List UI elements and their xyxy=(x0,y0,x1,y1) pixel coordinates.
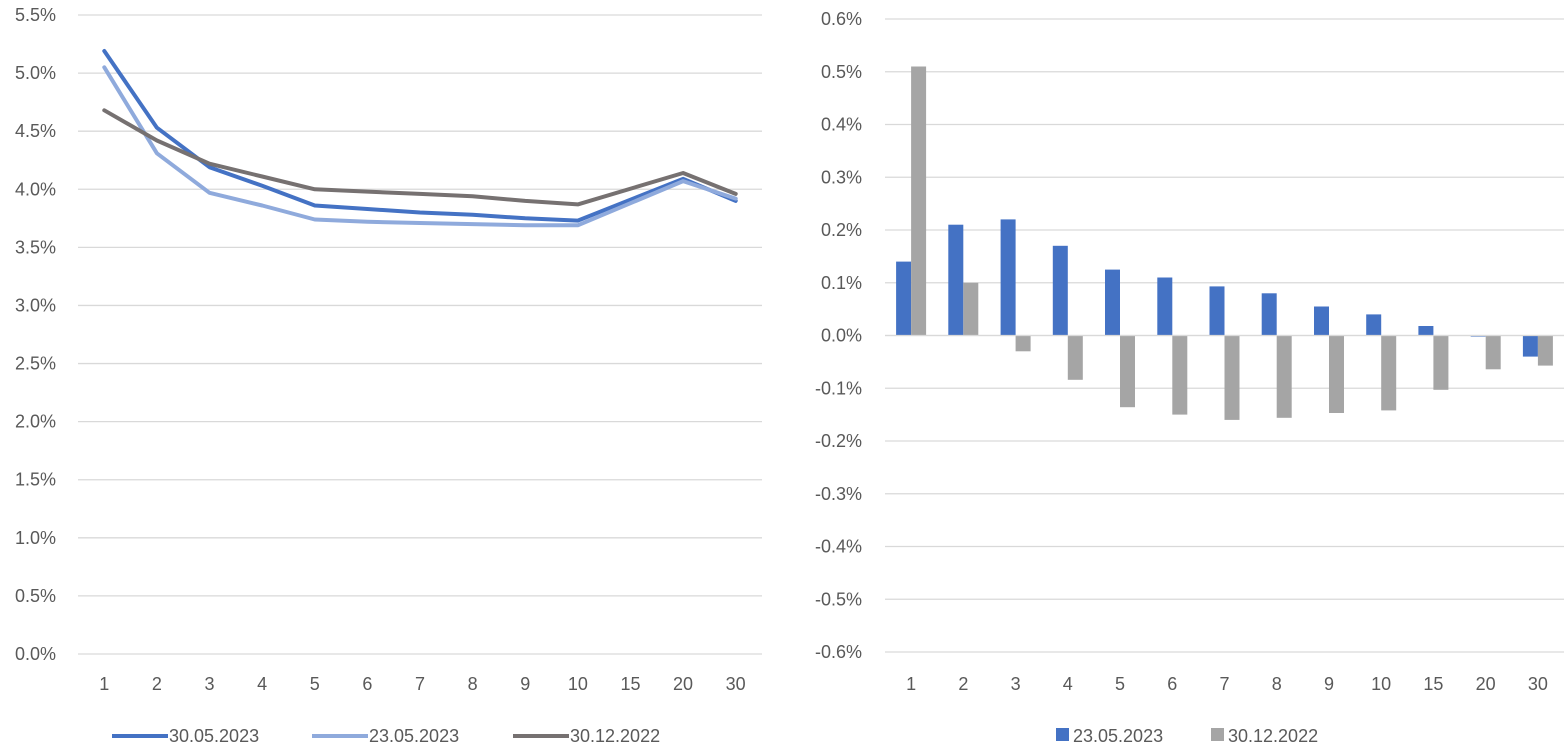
x-tick-label: 4 xyxy=(257,674,267,694)
bar-30.12.2022-2 xyxy=(963,282,979,336)
bar-30.12.2022-7 xyxy=(1224,335,1240,420)
y-tick-label: -0.6% xyxy=(815,642,862,662)
y-tick-label: -0.1% xyxy=(815,378,862,398)
bar-23.05.2023-9 xyxy=(1314,306,1329,336)
yield-curve-line-chart: 0.0% 0.5% 1.0% 1.5% 2.0% 2.5% 3.0% 3.5% 4.0% 4.5%… xyxy=(15,5,762,746)
bar-30.12.2022-5 xyxy=(1120,335,1135,408)
y-tick-label: 0.5% xyxy=(821,62,862,82)
x-tick-label: 5 xyxy=(1115,674,1125,694)
legend-swatch xyxy=(1056,728,1069,741)
x-tick-label: 6 xyxy=(362,674,372,694)
x-tick-label: 15 xyxy=(620,674,640,694)
x-tick-label: 2 xyxy=(152,674,162,694)
y-tick-label: 0.2% xyxy=(821,220,862,240)
x-tick-label: 1 xyxy=(99,674,109,694)
bar-23.05.2023-15 xyxy=(1418,326,1434,336)
series-line-23.05.2023 xyxy=(102,65,738,228)
bar-30.12.2022-9 xyxy=(1329,335,1344,413)
x-tick-label: 15 xyxy=(1423,674,1443,694)
bar-23.05.2023-7 xyxy=(1209,286,1225,336)
series-line-30.12.2022 xyxy=(102,108,738,207)
x-tick-label: 10 xyxy=(1371,674,1391,694)
bar-30.12.2022-10 xyxy=(1381,335,1397,411)
bar-30.12.2022-20 xyxy=(1485,335,1501,370)
legend-label: 30.12.2022 xyxy=(1228,726,1318,746)
y-tick-label: 3.5% xyxy=(15,237,56,257)
legend-label: 30.12.2022 xyxy=(570,726,660,746)
x-tick-label: 8 xyxy=(468,674,478,694)
x-tick-label: 3 xyxy=(205,674,215,694)
bar-30.12.2022-4 xyxy=(1067,335,1083,380)
x-tick-label: 30 xyxy=(726,674,746,694)
y-tick-label: 0.1% xyxy=(821,273,862,293)
bar-23.05.2023-10 xyxy=(1366,314,1382,336)
x-tick-label: 9 xyxy=(520,674,530,694)
x-tick-label: 20 xyxy=(673,674,693,694)
x-tick-label: 2 xyxy=(958,674,968,694)
y-tick-label: 0.0% xyxy=(821,326,862,346)
bar-30.12.2022-15 xyxy=(1433,335,1449,390)
y-tick-label: 0.3% xyxy=(821,167,862,187)
y-tick-label: 5.5% xyxy=(15,5,56,25)
y-tick-label: 0.6% xyxy=(821,9,862,29)
x-tick-label: 8 xyxy=(1272,674,1282,694)
y-tick-label: 2.5% xyxy=(15,354,56,374)
x-tick-label: 5 xyxy=(310,674,320,694)
x-tick-label: 4 xyxy=(1063,674,1073,694)
yield-change-bar-chart: -0.6% -0.5% -0.4% -0.3% -0.2% -0.1% 0.0% 0.1% 0.… xyxy=(815,9,1564,746)
y-tick-label: -0.4% xyxy=(815,537,862,557)
bar-30.12.2022-30 xyxy=(1537,335,1553,366)
y-tick-label: 3.0% xyxy=(15,295,56,315)
y-tick-label: 2.0% xyxy=(15,412,56,432)
bar-23.05.2023-6 xyxy=(1157,277,1173,336)
y-tick-label: -0.3% xyxy=(815,484,862,504)
x-tick-label: 10 xyxy=(568,674,588,694)
y-tick-label: 4.0% xyxy=(15,179,56,199)
x-tick-label: 20 xyxy=(1476,674,1496,694)
legend-swatch xyxy=(1211,728,1224,741)
legend-label: 23.05.2023 xyxy=(369,726,459,746)
y-tick-label: -0.5% xyxy=(815,589,862,609)
y-tick-label: 5.0% xyxy=(15,63,56,83)
x-tick-label: 7 xyxy=(1219,674,1229,694)
bar-30.12.2022-8 xyxy=(1276,335,1292,418)
y-tick-label: 1.5% xyxy=(15,470,56,490)
x-tick-label: 6 xyxy=(1167,674,1177,694)
bar-23.05.2023-5 xyxy=(1105,269,1120,336)
bar-23.05.2023-8 xyxy=(1261,293,1277,336)
bar-30.12.2022-1 xyxy=(911,66,927,336)
bar-23.05.2023-2 xyxy=(948,224,964,336)
legend-label: 23.05.2023 xyxy=(1073,726,1163,746)
y-tick-label: 4.5% xyxy=(15,121,56,141)
y-tick-label: 0.4% xyxy=(821,115,862,135)
legend-label: 30.05.2023 xyxy=(169,726,259,746)
y-tick-label: 0.0% xyxy=(15,644,56,664)
bar-23.05.2023-4 xyxy=(1052,245,1068,336)
y-tick-label: 0.5% xyxy=(15,586,56,606)
x-tick-label: 1 xyxy=(906,674,916,694)
bar-23.05.2023-30 xyxy=(1522,335,1538,357)
x-tick-label: 7 xyxy=(415,674,425,694)
y-tick-label: -0.2% xyxy=(815,431,862,451)
bar-23.05.2023-1 xyxy=(896,261,912,336)
y-tick-label: 1.0% xyxy=(15,528,56,548)
x-tick-label: 3 xyxy=(1011,674,1021,694)
bar-23.05.2023-3 xyxy=(1000,219,1016,336)
bar-30.12.2022-6 xyxy=(1172,335,1188,415)
bar-30.12.2022-3 xyxy=(1015,335,1031,352)
x-tick-label: 9 xyxy=(1324,674,1334,694)
x-tick-label: 30 xyxy=(1528,674,1548,694)
